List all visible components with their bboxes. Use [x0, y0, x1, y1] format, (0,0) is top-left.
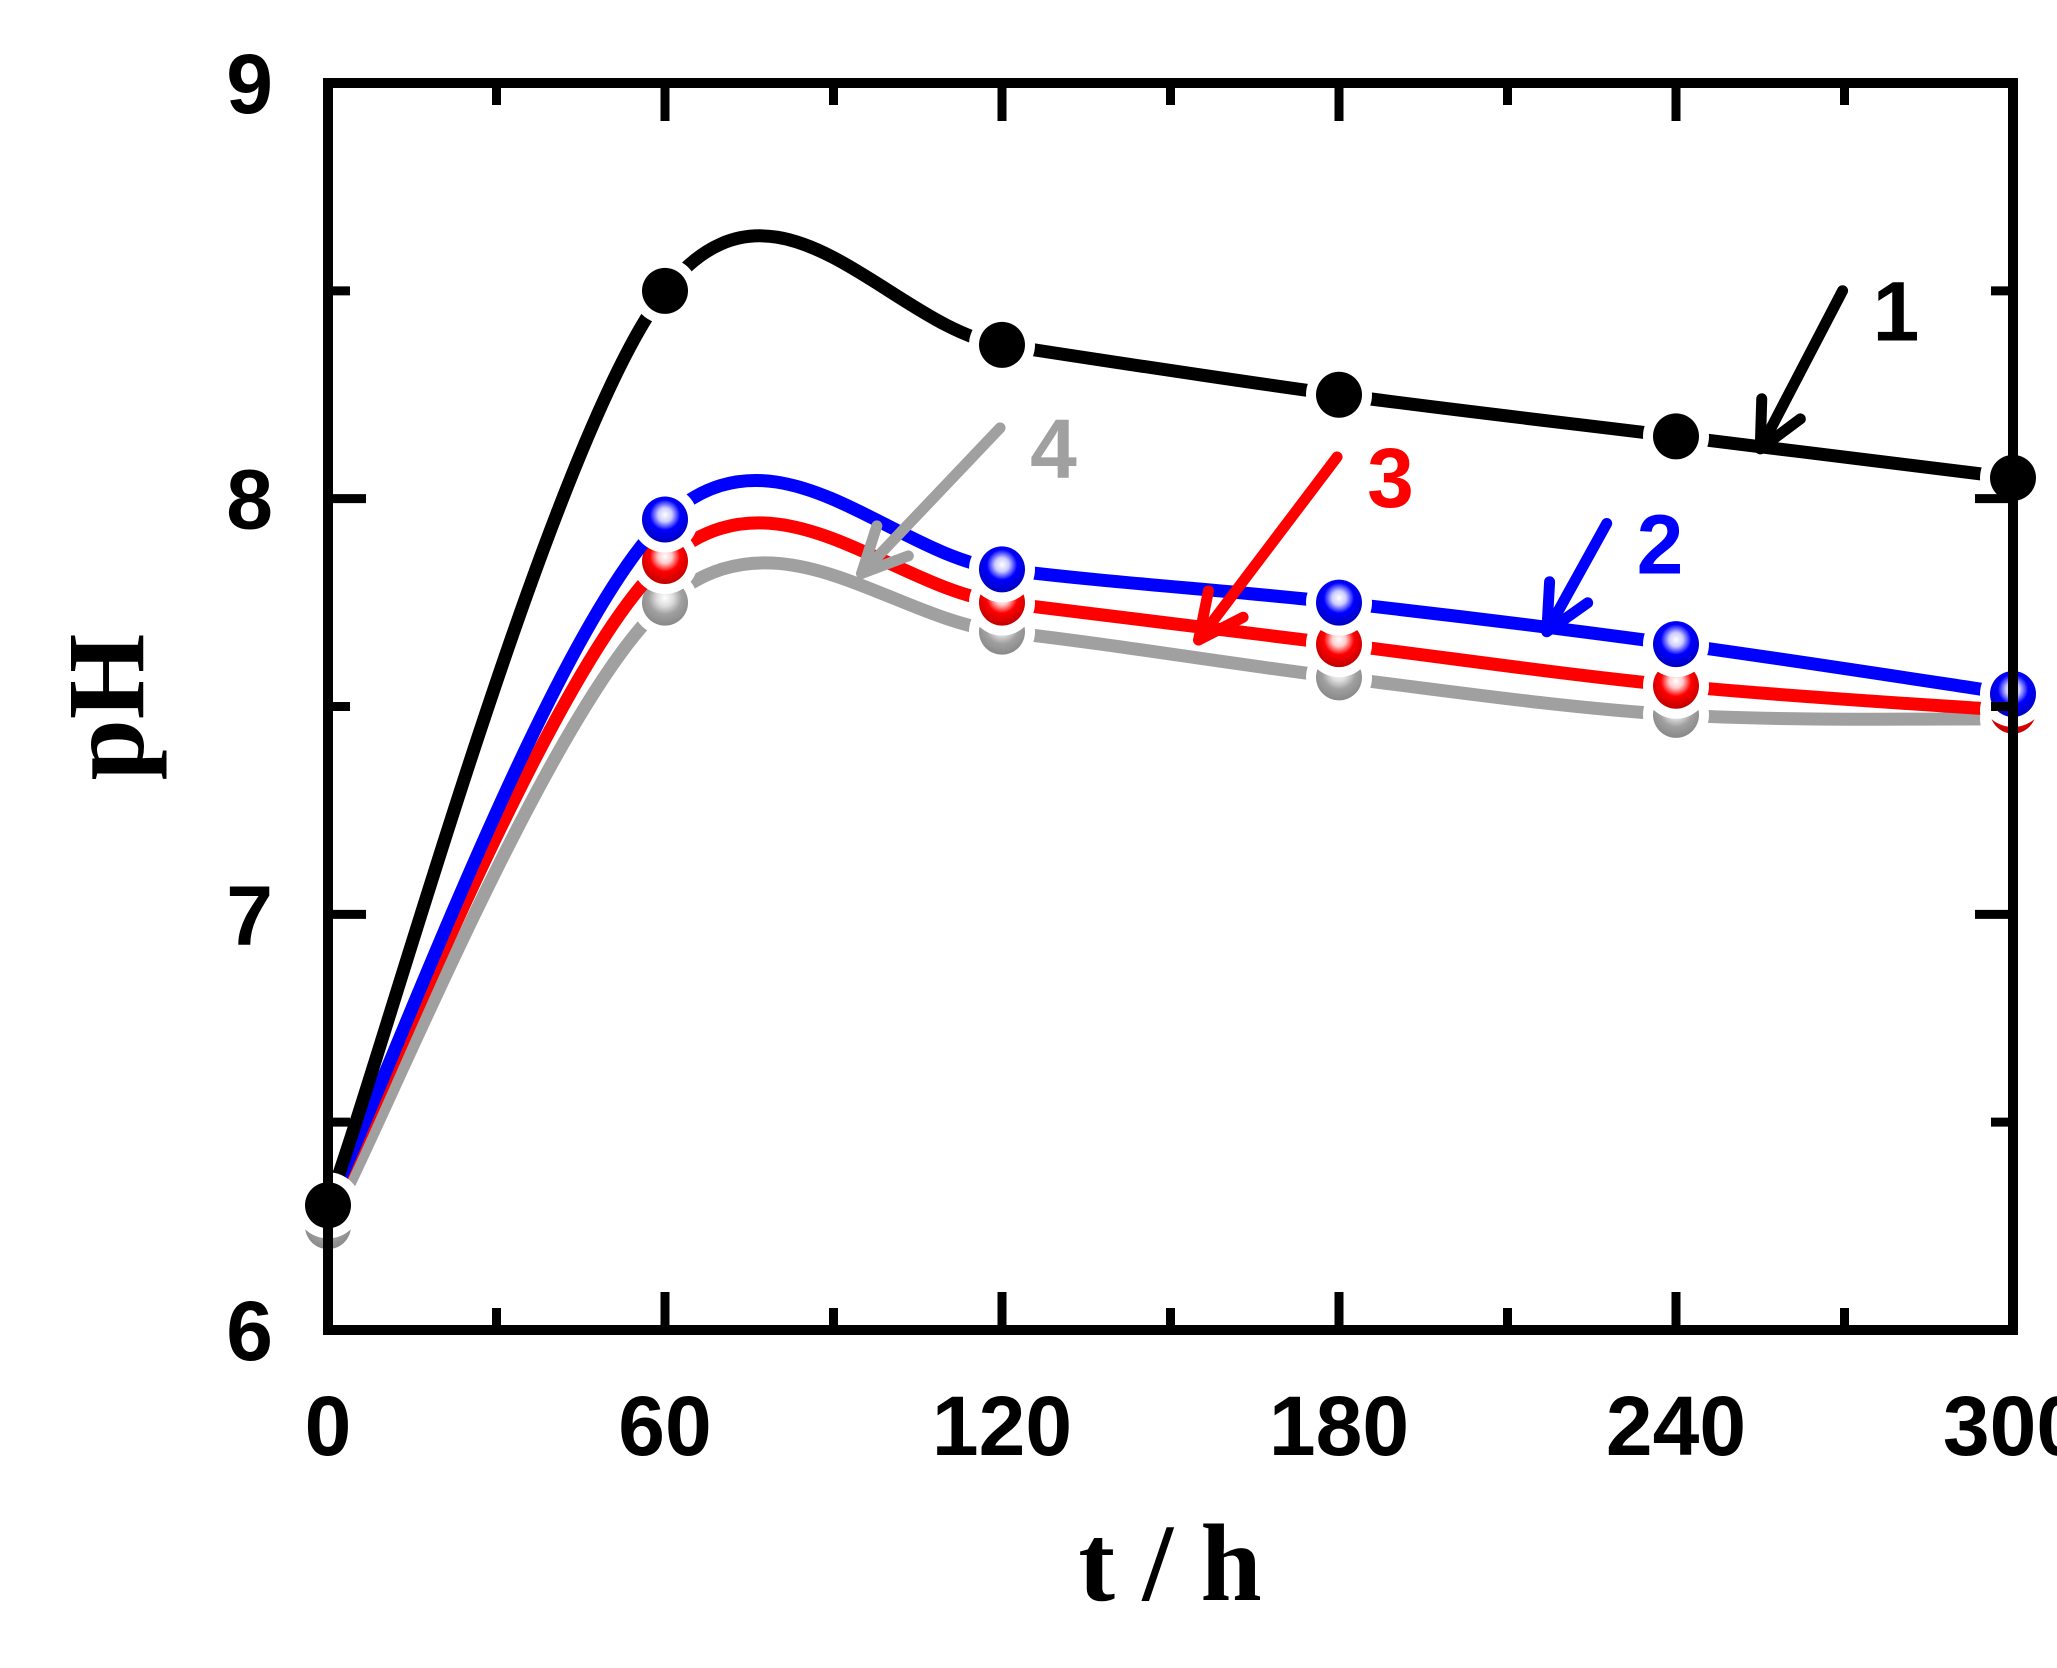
x-tick-label: 60	[618, 1379, 711, 1473]
annotation-4: 4	[856, 402, 1077, 579]
series-1-point	[979, 321, 1025, 368]
x-tick-label: 240	[1606, 1379, 1746, 1473]
annotation-arrow-1	[1754, 285, 1849, 455]
plot-frame	[323, 78, 2018, 1335]
annotation-arrowhead-2	[1541, 576, 1594, 638]
series-2	[295, 473, 2046, 1239]
series-2-point	[979, 546, 1025, 593]
series-3-line	[321, 516, 2020, 1212]
x-tick-label: 300	[1943, 1379, 2057, 1473]
y-tick-label: 7	[226, 868, 273, 962]
series-2-point	[642, 496, 688, 543]
annotation-2: 2	[1541, 497, 1684, 638]
series-1-point	[1316, 371, 1362, 418]
series-2-point	[1316, 579, 1362, 626]
x-tick-label: 120	[932, 1379, 1072, 1473]
annotation-arrow-2	[1541, 517, 1613, 638]
series-4	[295, 556, 2046, 1260]
y-axis-title: pH	[45, 634, 167, 781]
series-1-point	[642, 267, 688, 314]
annotation-arrow-3	[1193, 451, 1343, 646]
x-axis-title: t / h	[1078, 1502, 1261, 1624]
annotation-arrowhead-1	[1754, 393, 1806, 455]
annotation-arrowhead-4	[856, 520, 914, 579]
curve-label-4: 4	[1030, 402, 1077, 496]
annotation-arrow-4	[856, 422, 1006, 579]
y-tick-label: 6	[226, 1284, 273, 1378]
annotation-3: 3	[1193, 431, 1414, 646]
series-3	[295, 516, 2046, 1239]
series-2-point	[1653, 621, 1699, 668]
series-2-line	[321, 473, 2020, 1212]
y-tick-label: 9	[226, 37, 273, 131]
series-1	[295, 229, 2046, 1239]
x-tick-label: 180	[1269, 1379, 1409, 1473]
annotation-1: 1	[1754, 265, 1920, 455]
series-1-point	[1653, 413, 1699, 460]
y-tick-label: 8	[226, 453, 273, 547]
curve-label-3: 3	[1367, 431, 1414, 525]
curve-label-1: 1	[1873, 265, 1920, 359]
annotation-arrowhead-3	[1193, 585, 1249, 646]
x-tick-label: 0	[305, 1379, 352, 1473]
curve-label-2: 2	[1637, 497, 1684, 591]
